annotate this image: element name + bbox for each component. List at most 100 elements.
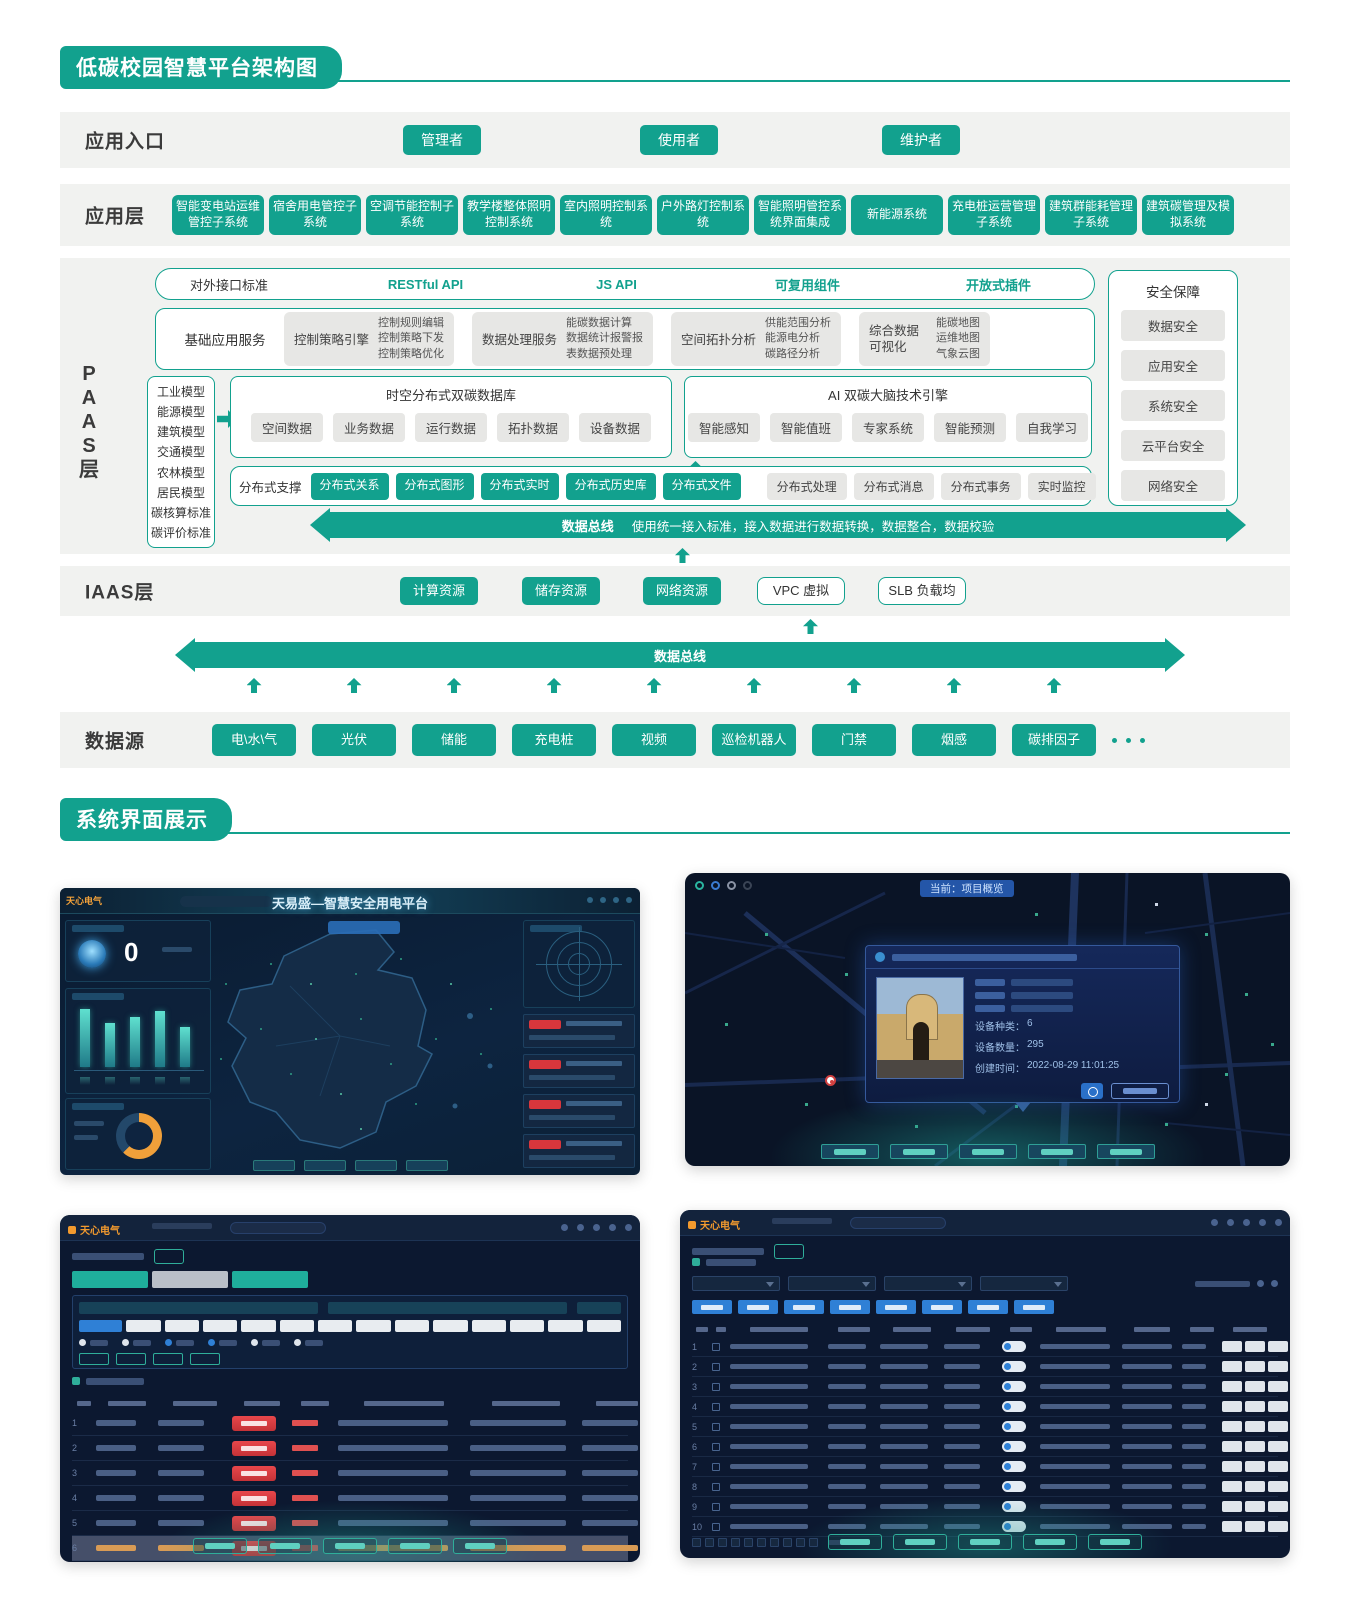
footer-button[interactable]: [1088, 1534, 1142, 1550]
blue-button[interactable]: [738, 1300, 778, 1314]
row-actions[interactable]: [1222, 1461, 1288, 1472]
row-checkbox[interactable]: [712, 1462, 720, 1471]
filter-strip[interactable]: [79, 1302, 319, 1314]
app-subsystem-button[interactable]: 空调节能控制子系统: [366, 195, 458, 235]
row-actions[interactable]: [1222, 1361, 1288, 1372]
navbar-icons[interactable]: [561, 1224, 632, 1231]
footer-button[interactable]: [889, 1144, 948, 1159]
table-row[interactable]: [692, 1357, 1288, 1377]
table-row[interactable]: [72, 1461, 638, 1486]
footer-button[interactable]: [193, 1538, 247, 1554]
pagination[interactable]: [692, 1538, 858, 1547]
blue-button[interactable]: [784, 1300, 824, 1314]
row-actions[interactable]: [1222, 1421, 1288, 1432]
page-button[interactable]: [692, 1538, 701, 1547]
role-button-user[interactable]: 使用者: [640, 125, 718, 155]
filter-strip[interactable]: [328, 1302, 568, 1314]
dropdown-select[interactable]: [884, 1276, 972, 1291]
alarm-card[interactable]: [523, 1054, 635, 1088]
page-button[interactable]: [705, 1538, 714, 1547]
page-button[interactable]: [731, 1538, 740, 1547]
filter-chip[interactable]: [394, 1320, 430, 1332]
app-subsystem-button[interactable]: 教学楼整体照明控制系统: [463, 195, 555, 235]
small-action-button[interactable]: [190, 1353, 220, 1365]
small-action-button[interactable]: [116, 1353, 146, 1365]
radio-option-selected[interactable]: [208, 1339, 237, 1346]
table-row[interactable]: [72, 1436, 638, 1461]
radio-option[interactable]: [294, 1339, 323, 1346]
filter-chip[interactable]: [279, 1320, 315, 1332]
footer-button[interactable]: [893, 1534, 947, 1550]
table-row[interactable]: [692, 1397, 1288, 1417]
enable-toggle[interactable]: [1002, 1361, 1026, 1372]
enable-toggle[interactable]: [1002, 1421, 1026, 1432]
blue-button[interactable]: [692, 1300, 732, 1314]
radio-option[interactable]: [122, 1339, 151, 1346]
role-button-maintainer[interactable]: 维护者: [882, 125, 960, 155]
enable-toggle[interactable]: [1002, 1341, 1026, 1352]
row-actions[interactable]: [1222, 1441, 1288, 1452]
blue-button[interactable]: [922, 1300, 962, 1314]
alarm-card[interactable]: [523, 1134, 635, 1168]
dash2-footer-buttons[interactable]: [685, 1144, 1290, 1159]
filter-chip[interactable]: [318, 1320, 353, 1332]
table-row[interactable]: [72, 1486, 638, 1511]
page-button[interactable]: [757, 1538, 766, 1547]
small-action-button[interactable]: [153, 1353, 183, 1365]
enable-toggle[interactable]: [1002, 1501, 1026, 1512]
role-button-manager[interactable]: 管理者: [403, 125, 481, 155]
enable-toggle[interactable]: [1002, 1381, 1026, 1392]
radio-option[interactable]: [79, 1339, 108, 1346]
row-checkbox[interactable]: [712, 1382, 720, 1391]
window-dots[interactable]: [695, 881, 752, 890]
dash1-search-input[interactable]: [180, 896, 272, 907]
filter-chip[interactable]: [241, 1320, 276, 1332]
row-checkbox[interactable]: [712, 1422, 720, 1431]
row-actions[interactable]: [1222, 1341, 1288, 1352]
table-row[interactable]: [692, 1497, 1288, 1517]
app-subsystem-button[interactable]: 建筑群能耗管理子系统: [1045, 195, 1137, 235]
filter-chip[interactable]: [433, 1320, 468, 1332]
table-row[interactable]: [692, 1377, 1288, 1397]
row-checkbox[interactable]: [712, 1522, 720, 1531]
row-actions[interactable]: [1222, 1521, 1288, 1532]
row-actions[interactable]: [1222, 1401, 1288, 1412]
page-button[interactable]: [783, 1538, 792, 1547]
filter-chip[interactable]: [471, 1320, 506, 1332]
record-tabs[interactable]: [72, 1271, 308, 1288]
enable-toggle[interactable]: [1002, 1521, 1026, 1532]
footer-button[interactable]: [1096, 1144, 1155, 1159]
footer-button[interactable]: [453, 1538, 507, 1554]
enable-toggle[interactable]: [1002, 1401, 1026, 1412]
back-chip[interactable]: [774, 1244, 804, 1259]
enable-toggle[interactable]: [1002, 1481, 1026, 1492]
app-subsystem-button[interactable]: 宿舍用电管控子系统: [269, 195, 361, 235]
enable-toggle[interactable]: [1002, 1441, 1026, 1452]
blue-button[interactable]: [830, 1300, 870, 1314]
app-subsystem-button[interactable]: 智能照明管控系统界面集成: [754, 195, 846, 235]
navbar-icons[interactable]: [1211, 1219, 1282, 1226]
bulk-action-buttons[interactable]: [692, 1300, 1054, 1314]
dropdown-select[interactable]: [692, 1276, 780, 1291]
bank-marker-icon[interactable]: [825, 1075, 836, 1086]
filter-chip-active[interactable]: [79, 1320, 123, 1332]
app-subsystem-button[interactable]: 新能源系统: [851, 195, 943, 235]
row-checkbox[interactable]: [712, 1402, 720, 1411]
radio-option-selected[interactable]: [165, 1339, 194, 1346]
footer-button[interactable]: [958, 1144, 1017, 1159]
filter-chip[interactable]: [509, 1320, 545, 1332]
page-button[interactable]: [796, 1538, 805, 1547]
row-checkbox[interactable]: [712, 1362, 720, 1371]
table-row[interactable]: [72, 1411, 638, 1436]
footer-button[interactable]: [820, 1144, 879, 1159]
filter-chip[interactable]: [356, 1320, 391, 1332]
filter-chip[interactable]: [202, 1320, 238, 1332]
filter-chip[interactable]: [126, 1320, 161, 1332]
footer-button[interactable]: [828, 1534, 882, 1550]
blue-button[interactable]: [876, 1300, 916, 1314]
dash4-footer-buttons[interactable]: [680, 1534, 1290, 1550]
footer-button[interactable]: [258, 1538, 312, 1554]
row-checkbox[interactable]: [712, 1502, 720, 1511]
row-checkbox[interactable]: [712, 1482, 720, 1491]
detail-button[interactable]: [1111, 1083, 1169, 1099]
